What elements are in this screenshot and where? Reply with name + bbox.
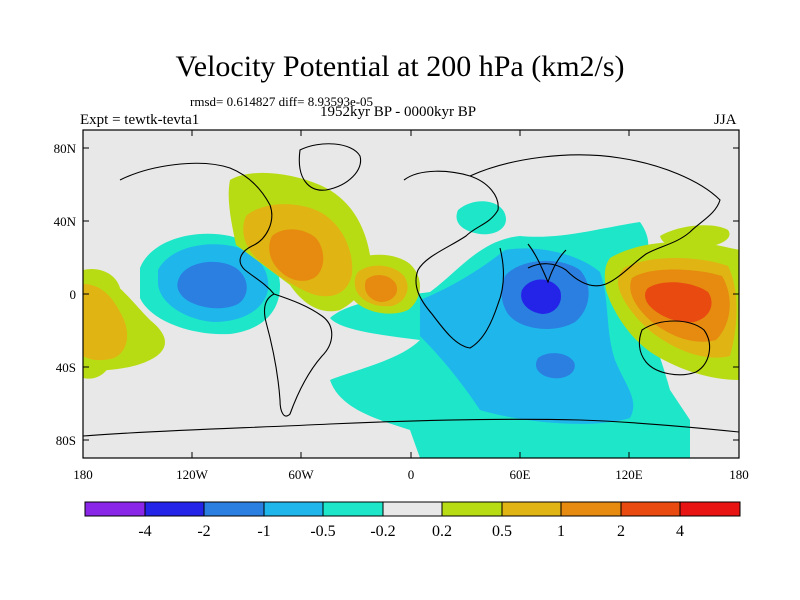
colorbar-bin-zero xyxy=(382,501,443,517)
neg1-contour-south-indian xyxy=(535,353,575,379)
europe-africa-coast xyxy=(403,170,505,349)
x-tick-labels: 180 120W 60W 0 60E 120E 180 xyxy=(73,467,749,482)
colorbar-bin-pos02 xyxy=(441,501,503,517)
x-tick-label: 120E xyxy=(615,467,643,482)
neg02-contour-north-africa xyxy=(456,201,506,235)
neg2-contour-indian xyxy=(521,279,562,314)
x-tick-label: 60W xyxy=(288,467,314,482)
neg1-contour-east-pacific xyxy=(177,261,247,309)
colorbar-label: -0.5 xyxy=(310,523,335,540)
colorbar-bin-neg4 xyxy=(84,501,146,517)
y-tick-label: 80S xyxy=(56,433,76,448)
x-tick-label: 180 xyxy=(729,467,749,482)
antarctica-coast xyxy=(83,418,739,437)
y-tick-labels: 80N 40N 0 40S 80S xyxy=(54,141,77,448)
colorbar-bin-neg05 xyxy=(263,501,324,517)
colorbar-label: 1 xyxy=(557,523,565,540)
y-tick-label: 80N xyxy=(54,141,77,156)
colorbar-label: -0.2 xyxy=(370,523,395,540)
colorbar-label: -4 xyxy=(138,523,151,540)
colorbar-bin-pos05 xyxy=(501,501,562,517)
x-axis xyxy=(82,130,740,458)
colorbar-bin-neg1 xyxy=(203,501,265,517)
pos1-contour-atlantic xyxy=(269,229,324,281)
x-tick-label: 120W xyxy=(176,467,209,482)
colorbar-bin-neg02 xyxy=(322,501,384,517)
colorbar-labels: -4 -2 -1 -0.5 -0.2 0.2 0.5 1 2 4 xyxy=(138,523,684,540)
x-tick-label: 0 xyxy=(408,467,415,482)
coastlines xyxy=(83,143,739,437)
colorbar-label: -1 xyxy=(257,523,270,540)
north-america-coast xyxy=(119,162,275,295)
south-america-coast xyxy=(263,293,333,417)
pos1-contour-west-africa xyxy=(364,275,398,302)
y-tick-label: 40S xyxy=(56,360,76,375)
colorbar-label: -2 xyxy=(197,523,210,540)
colorbar-bin-pos2 xyxy=(620,501,681,517)
season-label: JJA xyxy=(714,112,737,128)
y-axis xyxy=(83,147,739,441)
australia-coast xyxy=(638,320,711,376)
colorbar-label: 4 xyxy=(676,523,684,540)
colorbar-label: 2 xyxy=(617,523,625,540)
x-tick-label: 180 xyxy=(73,467,93,482)
colorbar-bin-pos1 xyxy=(560,501,622,517)
greenland-coast xyxy=(298,143,362,191)
asia-coast xyxy=(469,154,721,287)
stats-label: rmsd= 0.614827 diff= 8.93593e-05 xyxy=(190,94,374,109)
colorbar xyxy=(84,501,741,517)
colorbar-bin-pos4 xyxy=(679,501,741,517)
y-tick-label: 40N xyxy=(54,214,77,229)
map-field xyxy=(83,130,739,458)
period-label: 1952kyr BP - 0000kyr BP xyxy=(320,104,477,120)
colorbar-label: 0.5 xyxy=(492,523,512,540)
pos05-contour-south-pacific xyxy=(83,284,128,361)
pos2-contour-west-pacific xyxy=(645,282,712,323)
y-tick-label: 0 xyxy=(70,287,77,302)
map-title: Velocity Potential at 200 hPa (km2/s) xyxy=(175,50,625,83)
indian-subcontinent-coast xyxy=(527,243,567,284)
pos02-contour-nw-pacific xyxy=(660,225,730,249)
colorbar-label: 0.2 xyxy=(432,523,452,540)
x-tick-label: 60E xyxy=(510,467,531,482)
colorbar-bin-neg2 xyxy=(144,501,205,517)
experiment-label: Expt = tewtk-tevta1 xyxy=(80,112,200,128)
